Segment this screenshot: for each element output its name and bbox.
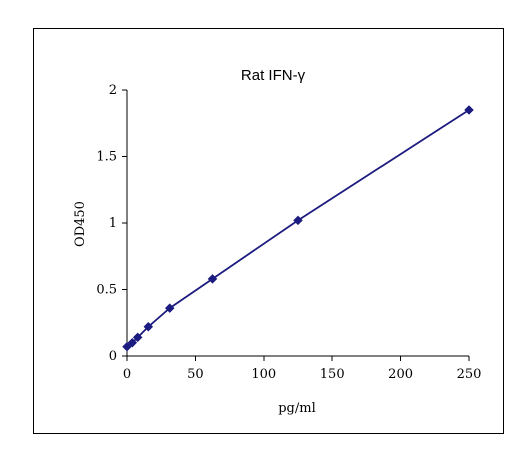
plot-area: 0 0.5 1 1.5 2 0 50 100 150 200 250 (96, 83, 481, 382)
data-point (164, 303, 175, 313)
x-ticks: 0 50 100 150 200 250 (123, 356, 482, 382)
data-point (132, 332, 143, 343)
x-tick-label: 200 (388, 367, 413, 382)
y-tick-label: 0.5 (96, 283, 117, 298)
data-point (143, 321, 154, 332)
chart-frame (33, 28, 504, 434)
x-tick-label: 250 (457, 367, 482, 382)
y-tick-label: 0 (109, 349, 117, 364)
data-point (127, 337, 138, 348)
x-tick-label: 150 (320, 367, 345, 382)
chart-title: Rat IFN-γ (241, 67, 306, 84)
data-point (464, 105, 474, 115)
y-axis-label: OD450 (73, 201, 88, 247)
x-tick-label: 50 (187, 367, 204, 382)
y-ticks: 0 0.5 1 1.5 2 (96, 83, 127, 364)
y-tick-label: 1.5 (96, 150, 117, 165)
x-tick-label: 100 (251, 367, 276, 382)
x-axis-label: pg/ml (278, 401, 316, 416)
x-tick-label: 0 (123, 367, 131, 382)
y-tick-label: 1 (109, 216, 117, 231)
data-point (293, 215, 303, 226)
data-point (207, 274, 218, 284)
y-tick-label: 2 (109, 83, 117, 98)
series-layer (122, 105, 474, 352)
